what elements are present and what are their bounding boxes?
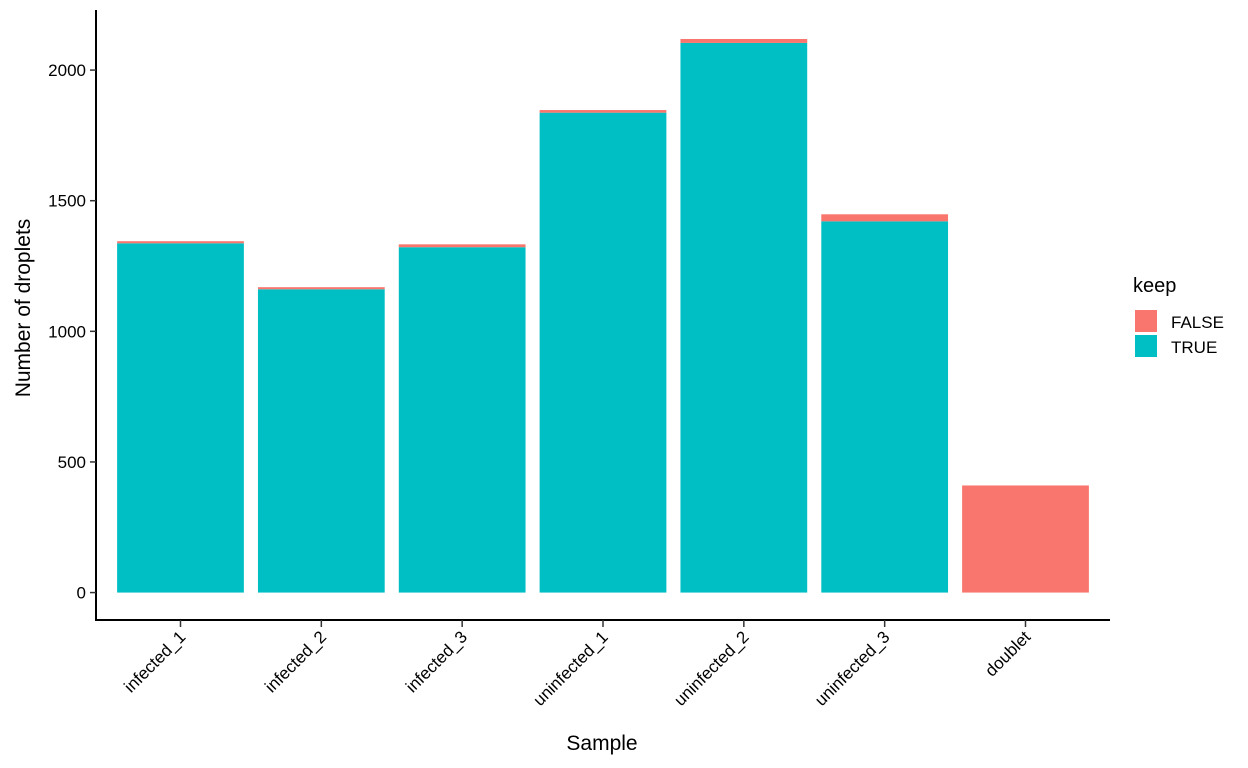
y-tick-label: 1500 — [48, 192, 86, 211]
y-tick-label: 2000 — [48, 61, 86, 80]
x-ticks: infected_1 infected_2 infected_3 uninfected… — [120, 620, 1035, 710]
x-tick-label: doublet — [981, 627, 1034, 680]
bar-infected_1-false — [117, 241, 244, 244]
bar-infected_2-true — [257, 289, 385, 593]
legend-title: keep — [1133, 275, 1176, 297]
x-tick-label: uninfected_2 — [670, 627, 752, 709]
x-tick-label: uninfected_3 — [811, 627, 893, 709]
bar-infected_1-true — [117, 243, 244, 593]
bar-doublet-false — [962, 485, 1089, 593]
legend: keep FALSE TRUE — [1133, 275, 1224, 357]
bars-layer — [117, 38, 1089, 593]
bar-infected_2-false — [257, 287, 385, 290]
legend-key-true — [1135, 335, 1157, 357]
bar-uninfected_1-false — [539, 110, 667, 113]
legend-label-false: FALSE — [1171, 313, 1224, 332]
y-tick-label: 500 — [58, 453, 86, 472]
legend-key-false — [1135, 310, 1157, 332]
y-tick-label: 1000 — [48, 322, 86, 341]
bar-uninfected_1-true — [539, 112, 667, 593]
legend-label-true: TRUE — [1171, 338, 1217, 357]
bar-infected_3-true — [398, 247, 526, 593]
bar-uninfected_3-false — [821, 214, 949, 222]
x-axis-label: Sample — [566, 732, 637, 755]
x-tick-label: infected_2 — [261, 627, 330, 696]
bar-infected_3-false — [398, 244, 526, 248]
y-ticks: 0 500 1000 1500 2000 — [48, 61, 96, 603]
x-tick-label: infected_1 — [120, 627, 189, 696]
bar-uninfected_2-false — [680, 38, 808, 43]
bar-uninfected_3-true — [821, 221, 949, 593]
y-tick-label: 0 — [77, 584, 86, 603]
y-axis-label: Number of droplets — [12, 219, 35, 398]
bar-uninfected_2-true — [680, 42, 808, 593]
x-tick-label: uninfected_1 — [530, 627, 612, 709]
x-tick-label: infected_3 — [402, 627, 471, 696]
